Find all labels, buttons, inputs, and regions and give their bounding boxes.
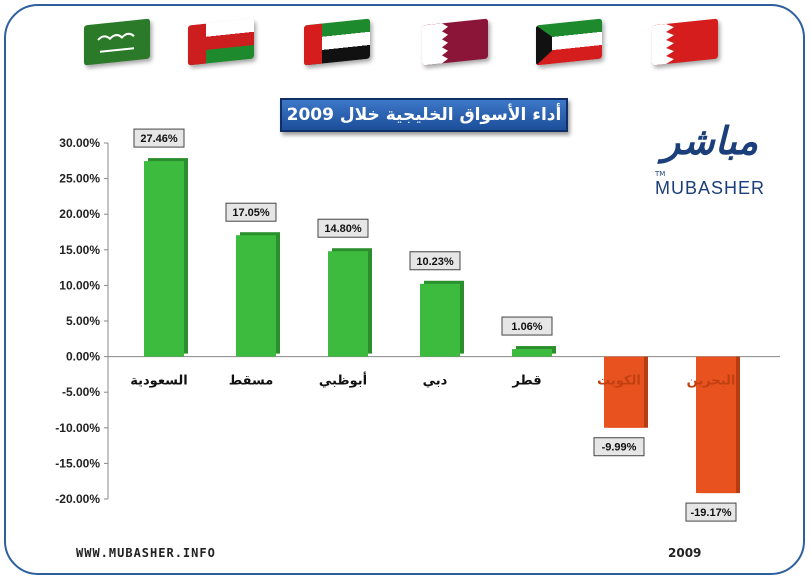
chart-title: أداء الأسواق الخليجية خلال 2009 [280, 98, 568, 132]
category-label: مسقط [229, 374, 274, 389]
data-label-box [409, 251, 461, 271]
category-label: قطر [511, 374, 541, 389]
bahrain-flag-serration [652, 23, 674, 66]
logo-arabic-text: مباشر [661, 118, 759, 163]
qatar-flag-serration [422, 23, 448, 66]
category-label: الكويت [597, 374, 641, 389]
mubasher-logo: مباشر TM MUBASHER [655, 118, 765, 202]
y-tick-label: 5.00% [66, 314, 100, 328]
data-label: -9.99% [602, 442, 637, 454]
y-tick-label: 10.00% [59, 278, 100, 292]
data-label-box [501, 316, 553, 336]
data-label: 17.05% [232, 207, 270, 219]
category-label: دبي [423, 374, 448, 389]
footer-website: WWW.MUBASHER.INFO [76, 546, 216, 560]
bar [144, 161, 184, 357]
bar [512, 349, 552, 357]
y-tick-label: -15.00% [55, 456, 100, 470]
y-tick-label: 25.00% [59, 172, 100, 186]
data-label-box [593, 437, 645, 457]
data-label: 10.23% [416, 256, 454, 268]
category-label: أبوظبي [319, 372, 367, 389]
bahrain-flag [652, 18, 718, 66]
y-tick-label: 0.00% [66, 350, 100, 364]
kuwait-flag-trapezoid [536, 25, 552, 66]
data-label: -19.17% [691, 507, 732, 519]
footer-year: 2009 [668, 546, 702, 560]
y-tick-label: -20.00% [55, 492, 100, 506]
data-label-box [685, 502, 737, 522]
category-label: السعودية [130, 374, 188, 389]
data-label: 14.80% [324, 223, 362, 235]
bar [420, 283, 460, 357]
saudi-arabia-flag-emblem [97, 32, 135, 53]
y-tick-label: 30.00% [59, 136, 100, 150]
data-label-box [133, 128, 185, 148]
data-label-box [317, 218, 369, 238]
y-tick-label: -5.00% [62, 385, 100, 399]
bar [328, 251, 368, 357]
saudi-arabia-flag [84, 18, 150, 66]
y-tick-label: 15.00% [59, 243, 100, 257]
bar [236, 235, 276, 357]
category-label: البحرين [687, 374, 736, 389]
bar [604, 356, 644, 428]
qatar-flag [422, 18, 488, 66]
data-label: 27.46% [140, 133, 178, 145]
logo-trademark: TM [655, 170, 666, 178]
data-label-box [225, 202, 277, 222]
y-tick-label: -10.00% [55, 421, 100, 435]
logo-english-text: MUBASHER [655, 178, 766, 198]
data-label: 1.06% [511, 321, 542, 333]
y-tick-label: 20.00% [59, 207, 100, 221]
kuwait-flag [536, 18, 602, 66]
bar [696, 356, 736, 494]
